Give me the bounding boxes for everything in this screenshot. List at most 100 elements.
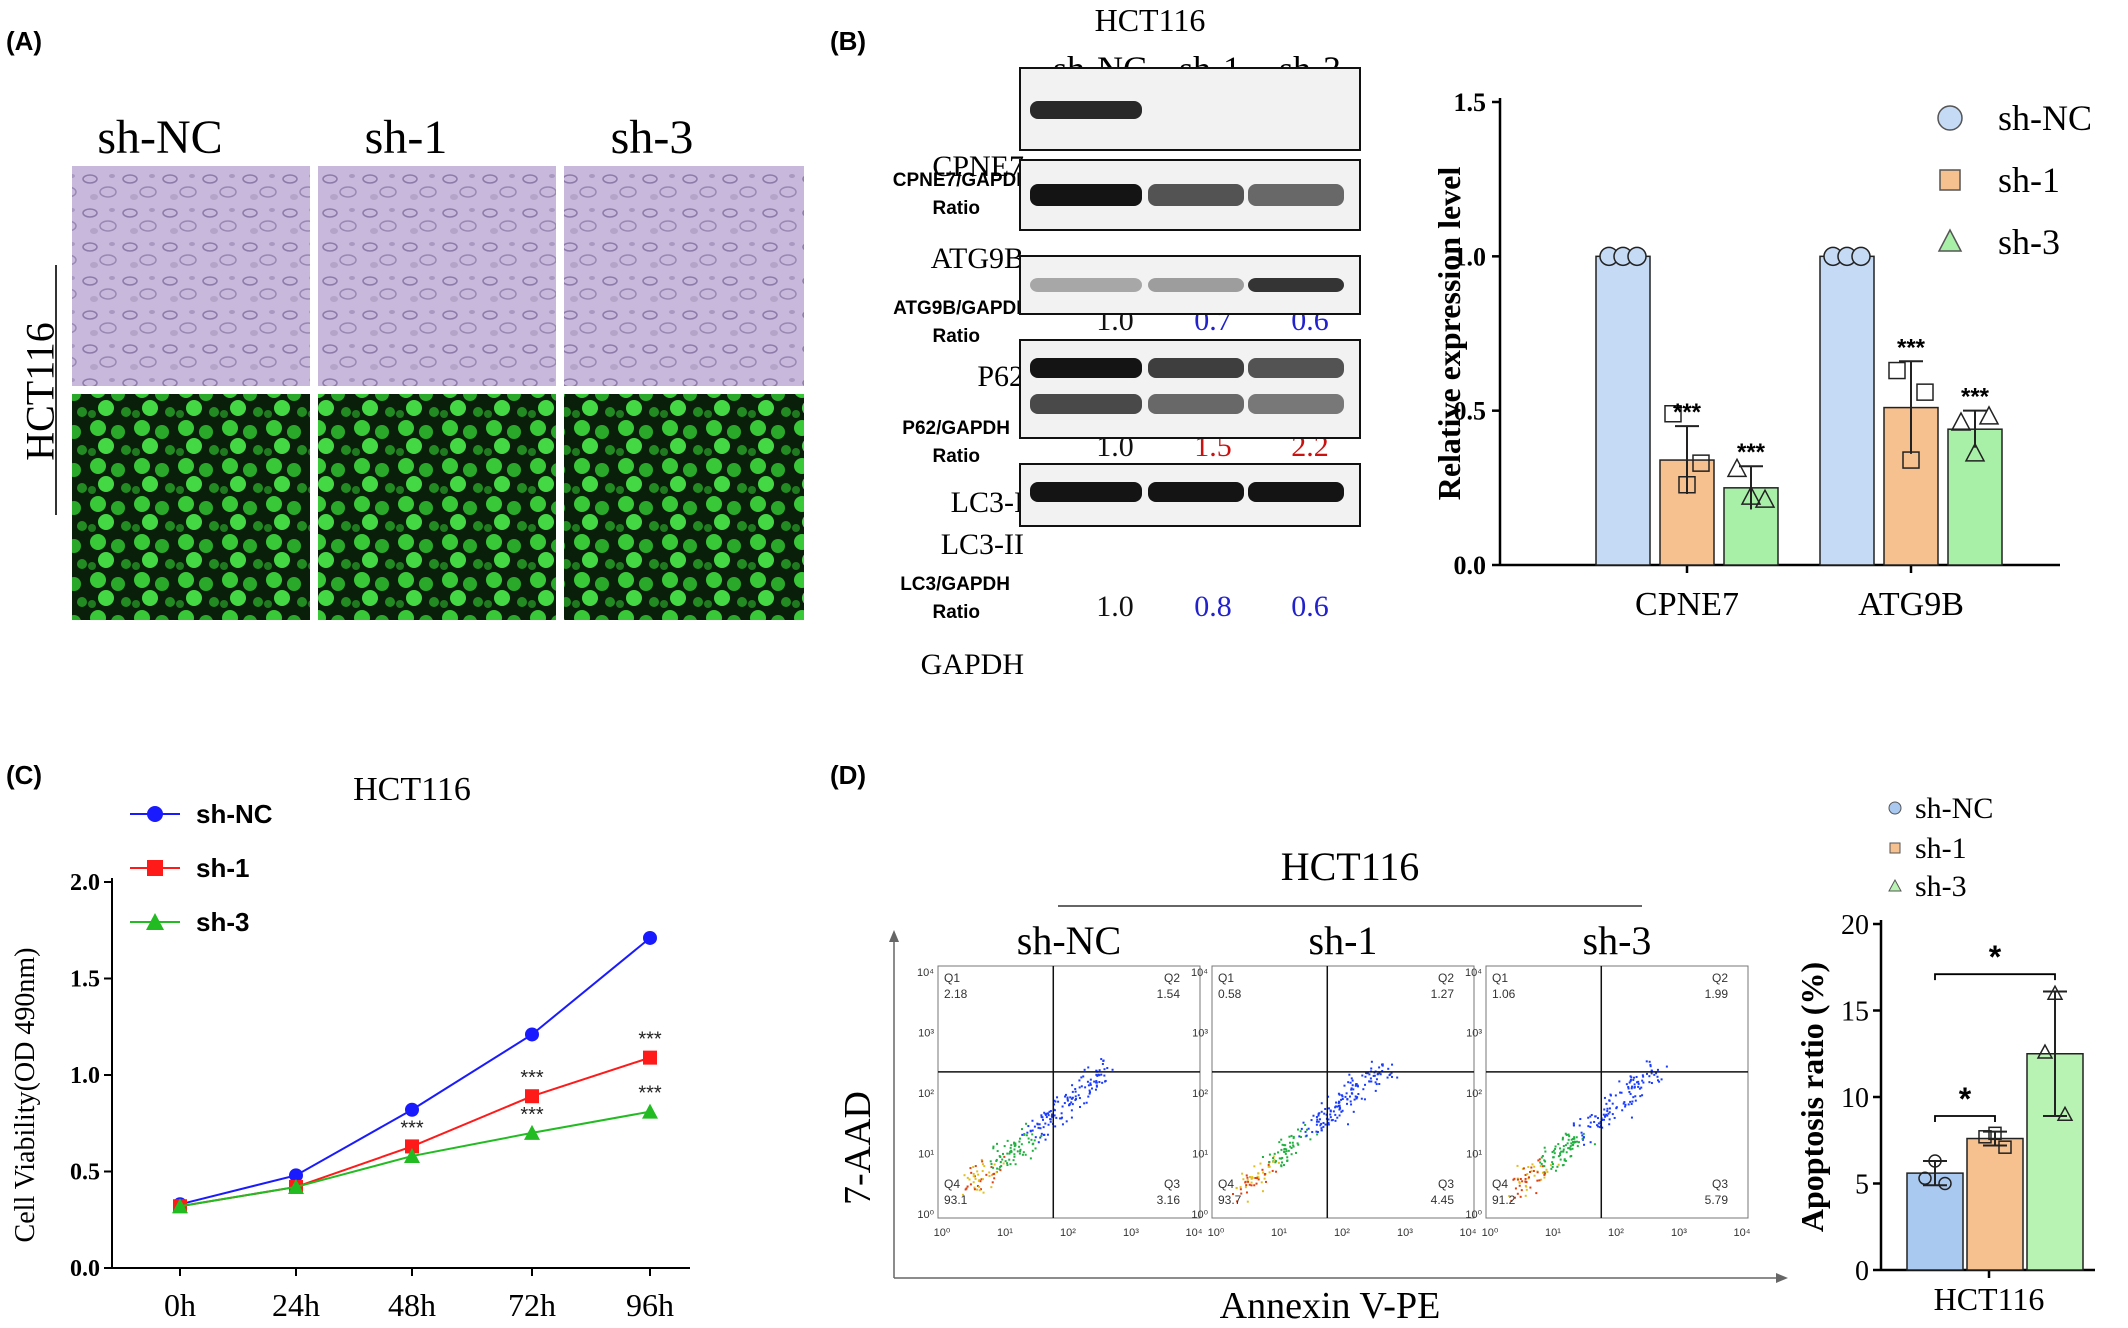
blot-band xyxy=(1148,184,1244,206)
flow-dot xyxy=(1278,1157,1281,1160)
flow-dot xyxy=(1278,1141,1281,1144)
flow-y-tick-label: 10⁴ xyxy=(1191,967,1208,979)
flow-dot xyxy=(1263,1177,1266,1180)
flow-dot xyxy=(1316,1130,1319,1133)
data-point xyxy=(1627,246,1647,267)
flow-dot xyxy=(1016,1150,1019,1153)
flow-dot xyxy=(1550,1167,1553,1170)
flow-dot xyxy=(1244,1186,1247,1189)
flow-dot xyxy=(1365,1071,1368,1074)
flow-dot xyxy=(1526,1173,1529,1176)
legend-marker xyxy=(1937,105,1963,131)
flow-dot xyxy=(1637,1080,1640,1083)
flow-dot xyxy=(1305,1128,1308,1131)
data-point xyxy=(1950,411,1972,431)
flow-dot xyxy=(1516,1192,1519,1195)
significance-label: *** xyxy=(400,1117,424,1139)
flow-dot xyxy=(1521,1167,1524,1170)
flow-dot xyxy=(1350,1077,1353,1080)
flow-dot xyxy=(1094,1088,1097,1091)
blot-title: HCT116 xyxy=(1094,2,1206,38)
flow-dot xyxy=(1273,1158,1276,1161)
flow-dot xyxy=(1606,1114,1609,1117)
flow-dot xyxy=(1536,1179,1539,1182)
flow-dot xyxy=(1593,1143,1596,1146)
flow-dot xyxy=(1245,1174,1248,1177)
flow-dot xyxy=(1539,1165,1542,1168)
legend-label: sh-1 xyxy=(196,853,249,883)
flow-dot xyxy=(1571,1147,1574,1150)
flow-dot xyxy=(1008,1158,1011,1161)
flow-dot xyxy=(1598,1126,1601,1129)
flow-dot xyxy=(1559,1154,1562,1157)
flow-dot xyxy=(1605,1113,1608,1116)
flow-dot xyxy=(998,1168,1001,1171)
flow-dot xyxy=(1241,1172,1244,1175)
flow-dot xyxy=(1633,1076,1636,1079)
flow-dot xyxy=(1095,1069,1098,1072)
flow-dot xyxy=(1590,1113,1593,1116)
flow-dot xyxy=(1572,1124,1575,1127)
flow-dot xyxy=(1039,1136,1042,1139)
flow-dot xyxy=(1302,1121,1305,1124)
flow-dot xyxy=(1031,1149,1034,1152)
flow-dot xyxy=(1047,1112,1050,1115)
panel-a: sh-NC sh-1 sh-3 HCT116 xyxy=(0,0,820,640)
flow-dot xyxy=(1653,1073,1656,1076)
flow-dot xyxy=(1638,1087,1641,1090)
flow-dot xyxy=(1642,1081,1645,1084)
y-tick-label: 0.0 xyxy=(1454,551,1487,580)
flow-dot xyxy=(1040,1132,1043,1135)
relative-expression-chart: 0.0 0.5 1.0 1.5 Relative expression level CPN… xyxy=(1431,88,2092,623)
legend-marker xyxy=(147,806,163,822)
flow-dot xyxy=(1319,1118,1322,1121)
flow-dot xyxy=(1042,1133,1045,1136)
quadrant-name: Q2 xyxy=(1164,971,1180,985)
flow-x-tick-label: 10⁴ xyxy=(1734,1227,1751,1239)
y-tick-label: 0.5 xyxy=(70,1160,100,1186)
flow-plot-frame xyxy=(1211,965,1475,1219)
flow-y-tick-label: 10⁴ xyxy=(1465,967,1482,979)
flow-dot xyxy=(968,1178,971,1181)
quadrant-value: 93.7 xyxy=(1218,1193,1242,1207)
ratio-label-cpne7-2: Ratio xyxy=(932,198,981,219)
data-point xyxy=(404,1148,420,1164)
protein-label-gapdh: GAPDH xyxy=(920,648,1024,681)
significance-label: *** xyxy=(638,1083,662,1105)
flow-dot xyxy=(1512,1178,1515,1181)
blot-band xyxy=(1030,184,1142,206)
flow-dot xyxy=(1038,1123,1041,1126)
flow-dot xyxy=(1320,1110,1323,1113)
flow-dot xyxy=(1360,1097,1363,1100)
flow-dot xyxy=(1540,1162,1543,1165)
fluorescence-image-sh-nc xyxy=(72,394,310,620)
flow-dot xyxy=(1082,1075,1085,1078)
flow-dot xyxy=(1539,1161,1542,1164)
y-axis-title: Cell Viability(OD 490nm) xyxy=(10,948,41,1243)
flow-dot xyxy=(988,1171,991,1174)
flow-dot xyxy=(1607,1112,1610,1115)
flow-title: HCT116 xyxy=(1281,844,1420,889)
flow-dot xyxy=(1315,1123,1318,1126)
flow-dot xyxy=(1020,1143,1023,1146)
x-tick-label: 72h xyxy=(508,1287,556,1323)
flow-y-tick-label: 10³ xyxy=(1192,1028,1208,1040)
flow-dot-cloud xyxy=(961,1058,1114,1196)
data-point xyxy=(172,1198,188,1214)
flow-dot xyxy=(1334,1113,1337,1116)
flow-dot xyxy=(1064,1093,1067,1096)
flow-dot xyxy=(1305,1134,1308,1137)
flow-dot xyxy=(1568,1147,1571,1150)
flow-dot xyxy=(976,1170,979,1173)
flow-dot xyxy=(1050,1115,1053,1118)
flow-dot xyxy=(1257,1178,1260,1181)
brightfield-image-sh-nc xyxy=(72,166,310,386)
flow-dot xyxy=(1354,1095,1357,1098)
flow-dot xyxy=(1060,1112,1063,1115)
flow-x-tick-label: 10² xyxy=(1608,1227,1624,1239)
flow-dot xyxy=(1083,1068,1086,1071)
flow-dot xyxy=(1281,1156,1284,1159)
flow-dot xyxy=(1231,1193,1234,1196)
flow-dot xyxy=(1292,1137,1295,1140)
flow-dot xyxy=(1102,1059,1105,1062)
